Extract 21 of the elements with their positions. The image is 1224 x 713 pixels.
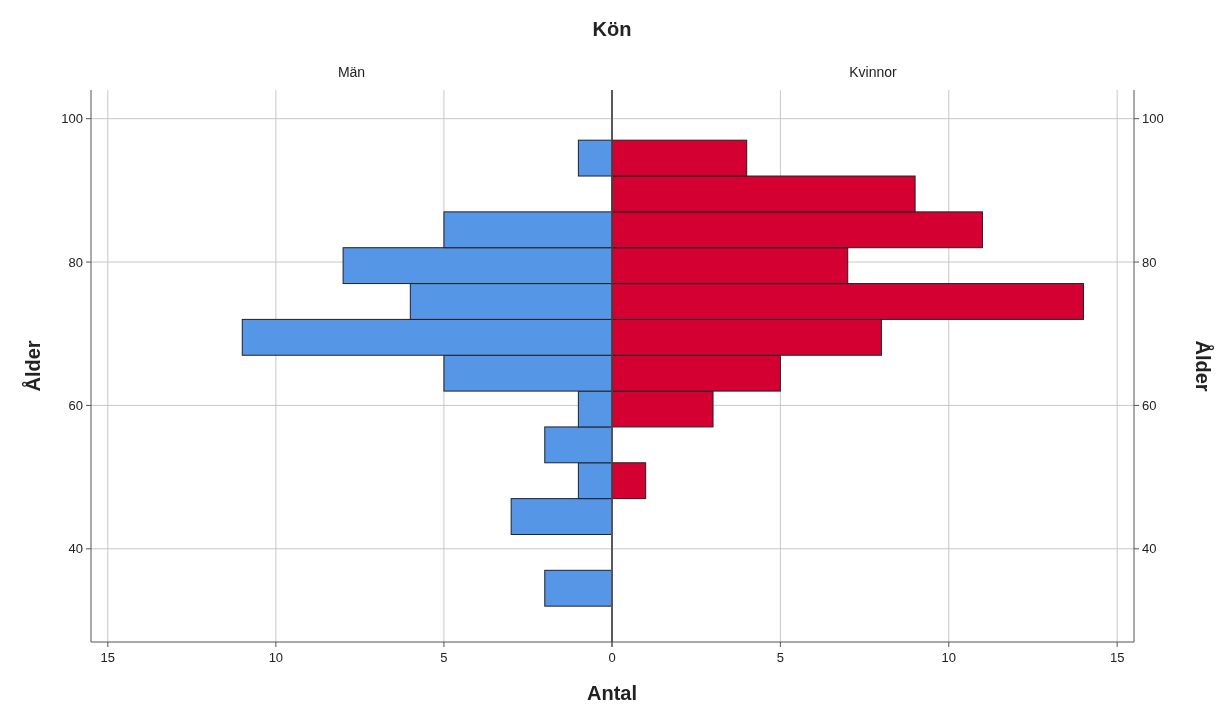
x-tick-label: 10 <box>941 650 957 665</box>
y-axis-title: Ålder <box>1192 340 1215 392</box>
y-tick-label: 100 <box>1142 111 1164 127</box>
y-tick-label: 60 <box>1142 397 1157 413</box>
y-tick-label: 80 <box>1142 254 1157 270</box>
y-tick-label: 40 <box>1142 541 1157 557</box>
y-tick-label: 100 <box>61 111 83 127</box>
y-tick-label: 40 <box>68 541 83 557</box>
y-axis-title: Ålder <box>21 340 44 392</box>
chart-subtitle: Män <box>337 64 366 80</box>
x-tick-label: 10 <box>268 650 284 665</box>
x-tick-label: 15 <box>1109 650 1125 665</box>
y-tick-label: 60 <box>68 397 83 413</box>
x-tick-label: 0 <box>608 650 616 665</box>
x-tick-label: 5 <box>776 650 784 665</box>
chart-subtitle: Kvinnor <box>849 64 898 80</box>
x-tick-label: 15 <box>100 650 116 665</box>
chart-title: Kön <box>592 18 632 40</box>
y-tick-label: 80 <box>68 254 83 270</box>
x-axis-title: Antal <box>587 682 637 704</box>
x-tick-label: 5 <box>440 650 448 665</box>
